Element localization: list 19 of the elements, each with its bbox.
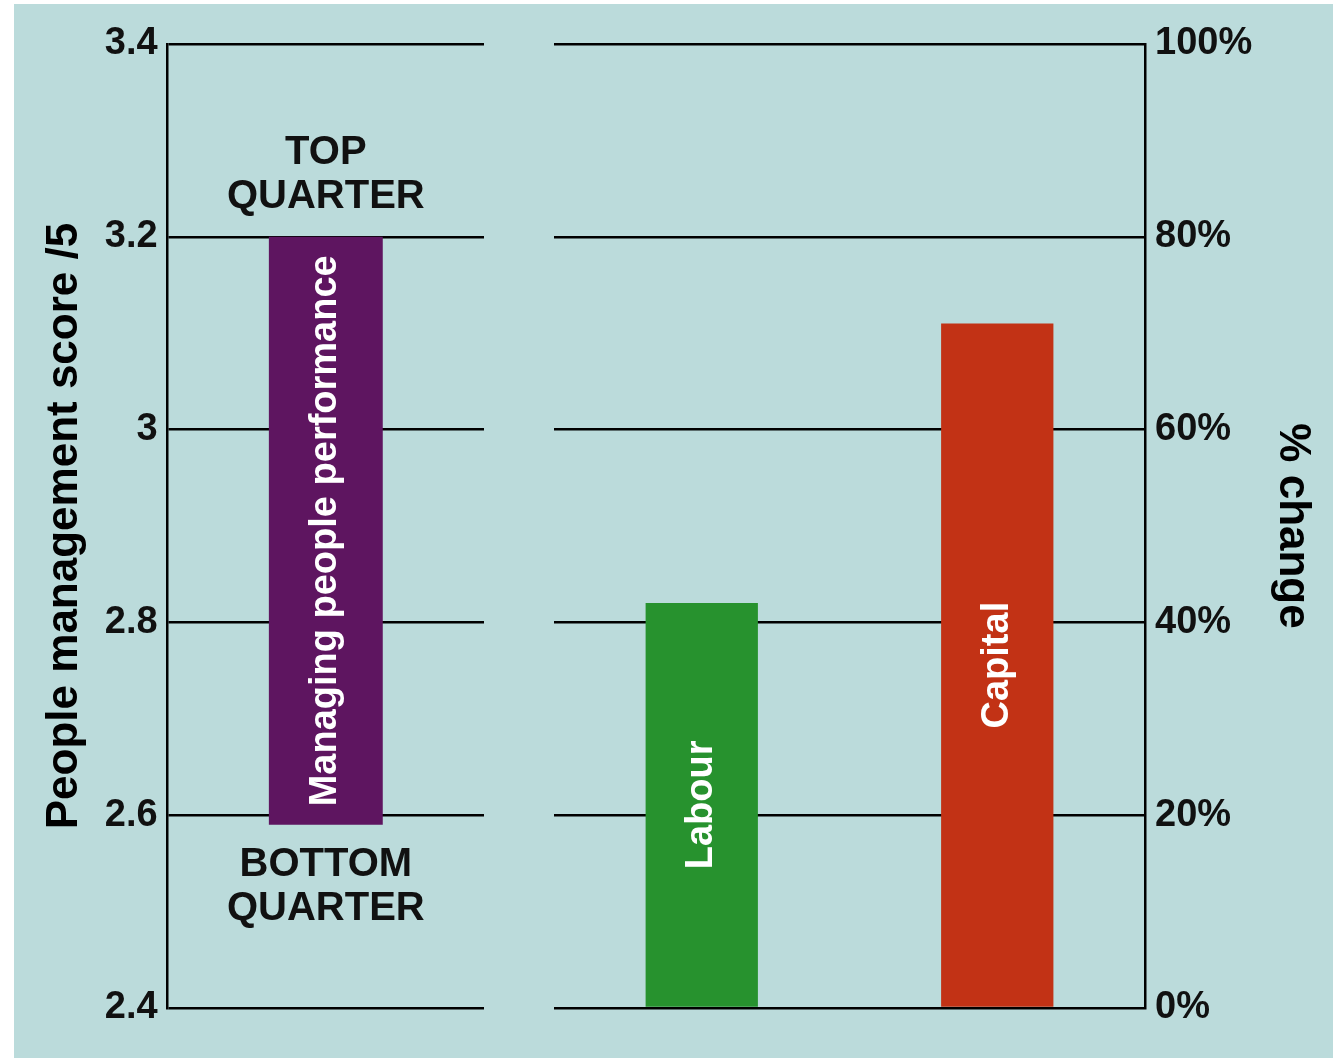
y-tick-label: 20% [1155, 791, 1232, 834]
y-tick-label: 40% [1155, 598, 1232, 641]
y-tick-label: 80% [1155, 213, 1232, 256]
y-tick-label: 2.4 [104, 984, 158, 1027]
y-tick-label: 100% [1155, 20, 1253, 63]
y-tick-label: 0% [1155, 984, 1210, 1027]
y-tick-label: 3.4 [104, 20, 158, 63]
y-tick-label: 60% [1155, 406, 1232, 449]
annotation: TOP QUARTER [226, 127, 425, 216]
y-axis-title: % change [1271, 423, 1321, 629]
x-tick-label: Managing people performance [302, 255, 345, 807]
y-tick-label: 3.2 [104, 213, 158, 256]
x-tick-label: Labour [678, 740, 721, 870]
y-tick-label: 2.6 [104, 791, 158, 834]
x-tick-label: Capital [973, 601, 1016, 729]
y-tick-label: 2.8 [104, 598, 158, 641]
y-axis-title: People management score /5 [36, 222, 86, 830]
annotation: BOTTOM QUARTER [226, 839, 425, 928]
y-tick-label: 3 [136, 406, 158, 449]
